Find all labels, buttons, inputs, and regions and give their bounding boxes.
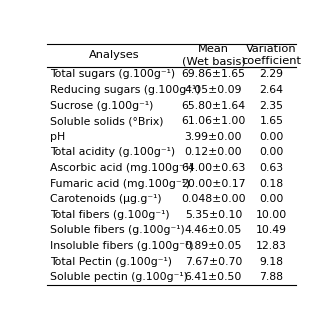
Text: 0.048±0.00: 0.048±0.00 [181,194,246,204]
Text: Total Pectin (g.100g⁻¹): Total Pectin (g.100g⁻¹) [50,256,172,266]
Text: 0.63: 0.63 [259,163,283,173]
Text: 69.86±1.65: 69.86±1.65 [182,69,246,79]
Text: 61.06±1.00: 61.06±1.00 [181,116,246,126]
Text: 7.67±0.70: 7.67±0.70 [185,256,242,266]
Text: Sucrose (g.100g⁻¹): Sucrose (g.100g⁻¹) [50,101,153,111]
Text: 10.00: 10.00 [256,210,287,220]
Text: 2.29: 2.29 [259,69,283,79]
Text: 2.35: 2.35 [259,101,283,111]
Text: Carotenoids (μg.g⁻¹): Carotenoids (μg.g⁻¹) [50,194,162,204]
Text: 0.12±0.00: 0.12±0.00 [185,147,242,157]
Text: pH: pH [50,132,65,142]
Text: Mean
(Wet basis): Mean (Wet basis) [182,44,245,67]
Text: 0.89±0.05: 0.89±0.05 [185,241,242,251]
Text: 12.83: 12.83 [256,241,287,251]
Text: 0.00: 0.00 [259,147,283,157]
Text: Soluble solids (°Brix): Soluble solids (°Brix) [50,116,164,126]
Text: Variation
coefficient: Variation coefficient [242,44,302,67]
Text: 4.05±0.09: 4.05±0.09 [185,85,242,95]
Text: 6.41±0.50: 6.41±0.50 [185,272,242,282]
Text: 0.18: 0.18 [259,179,283,189]
Text: Fumaric acid (mg.100g⁻¹): Fumaric acid (mg.100g⁻¹) [50,179,190,189]
Text: Insoluble fibers (g.100g⁻¹): Insoluble fibers (g.100g⁻¹) [50,241,194,251]
Text: Total fibers (g.100g⁻¹): Total fibers (g.100g⁻¹) [50,210,170,220]
Text: Ascorbic acid (mg.100g⁻¹): Ascorbic acid (mg.100g⁻¹) [50,163,193,173]
Text: Soluble pectin (g.100g⁻¹): Soluble pectin (g.100g⁻¹) [50,272,188,282]
Text: Soluble fibers (g.100g⁻¹): Soluble fibers (g.100g⁻¹) [50,225,185,235]
Text: Total sugars (g.100g⁻¹): Total sugars (g.100g⁻¹) [50,69,175,79]
Text: 65.80±1.64: 65.80±1.64 [181,101,246,111]
Text: 4.46±0.05: 4.46±0.05 [185,225,242,235]
Text: 2.64: 2.64 [259,85,283,95]
Text: 1.65: 1.65 [259,116,283,126]
Text: 0.00: 0.00 [259,132,283,142]
Text: 5.35±0.10: 5.35±0.10 [185,210,242,220]
Text: 0.00: 0.00 [259,194,283,204]
Text: Reducing sugars (g.100g⁻¹): Reducing sugars (g.100g⁻¹) [50,85,201,95]
Text: 20.00±0.17: 20.00±0.17 [181,179,246,189]
Text: Analyses: Analyses [88,50,139,60]
Text: 9.18: 9.18 [259,256,283,266]
Text: 7.88: 7.88 [259,272,283,282]
Text: 64.00±0.63: 64.00±0.63 [181,163,246,173]
Text: Total acidity (g.100g⁻¹): Total acidity (g.100g⁻¹) [50,147,175,157]
Text: 3.99±0.00: 3.99±0.00 [185,132,242,142]
Text: 10.49: 10.49 [256,225,287,235]
